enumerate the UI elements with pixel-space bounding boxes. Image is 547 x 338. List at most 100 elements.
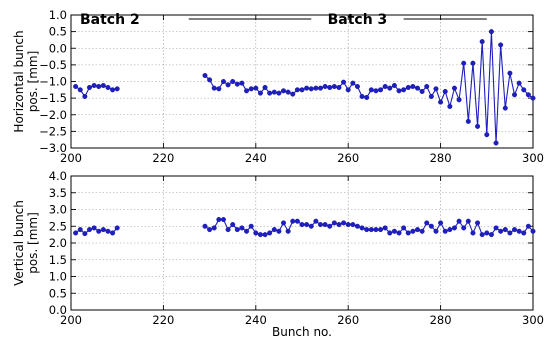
vertical-data-point	[350, 222, 356, 228]
horizontal-data-point	[387, 85, 393, 91]
horizontal-data-point	[110, 87, 116, 93]
vertical-data-point	[502, 227, 508, 233]
batch-3-label: Batch 3	[328, 12, 388, 28]
y-tick-label: 0.5	[49, 286, 67, 300]
vertical-data-point	[281, 220, 287, 226]
horizontal-data-point	[516, 80, 522, 86]
y-tick-label: 2.5	[49, 219, 67, 233]
vertical-data-point	[373, 227, 379, 233]
horizontal-data-point	[308, 86, 314, 92]
vertical-data-point	[488, 232, 494, 238]
horizontal-data-point	[290, 91, 296, 97]
y-tick-label: −1.5	[39, 91, 67, 105]
horizontal-data-point	[382, 83, 388, 89]
horizontal-data-point	[336, 84, 342, 90]
horizontal-data-point	[368, 87, 374, 93]
vertical-data-point	[396, 230, 402, 236]
vertical-data-point	[378, 227, 384, 233]
horizontal-data-point	[447, 103, 453, 109]
vertical-y-axis-label: Vertical bunchpos. [mm]	[12, 200, 40, 286]
y-tick-label: 0.0	[49, 41, 67, 55]
horizontal-data-point	[525, 92, 531, 98]
horizontal-data-point	[396, 88, 402, 94]
horizontal-data-point	[216, 86, 222, 92]
batch-2-label: Batch 2	[80, 12, 140, 28]
horizontal-data-point	[304, 85, 310, 91]
vertical-data-point	[276, 228, 282, 234]
horizontal-data-point	[257, 90, 263, 96]
vertical-data-point	[100, 227, 106, 233]
vertical-data-point	[336, 222, 342, 228]
vertical-data-point	[257, 232, 263, 238]
y-tick-label: 1.5	[49, 253, 67, 267]
vertical-data-point	[387, 230, 393, 236]
vertical-x-axis-label: Bunch no.	[272, 325, 332, 338]
vertical-data-point	[290, 218, 296, 224]
y-tick-label: −2.0	[39, 108, 67, 122]
vertical-data-point	[442, 228, 448, 234]
vertical-panel: 200 220 240 260 280 300 0.0 0.5 1.0 1.5 2.0 2.5 3.0 3…	[12, 169, 544, 338]
vertical-data-point	[382, 225, 388, 231]
horizontal-data-point	[239, 80, 245, 86]
horizontal-data-point	[105, 84, 111, 90]
vertical-data-point	[77, 227, 83, 233]
x-tick-label: 260	[337, 151, 359, 165]
vertical-data-point	[220, 217, 226, 223]
horizontal-data-point	[419, 88, 425, 94]
horizontal-data-point	[114, 86, 120, 92]
vertical-data-point	[110, 230, 116, 236]
vertical-data-point	[294, 218, 300, 224]
vertical-data-point	[433, 228, 439, 234]
x-tick-label: 300	[522, 313, 544, 327]
vertical-data-point	[405, 230, 411, 236]
vertical-data-point	[285, 228, 291, 234]
horizontal-data-point	[378, 87, 384, 93]
horizontal-data-point	[220, 78, 226, 84]
vertical-data-point	[253, 230, 259, 236]
vertical-data-point	[271, 227, 277, 233]
vertical-data-point	[322, 222, 328, 228]
vertical-data-point	[225, 227, 231, 233]
horizontal-data-point	[456, 97, 462, 103]
vertical-data-point	[73, 230, 79, 236]
horizontal-data-point	[341, 79, 347, 85]
horizontal-data-point	[96, 83, 102, 89]
vertical-data-point	[521, 230, 527, 236]
vertical-data-point	[447, 227, 453, 233]
vertical-data-point	[262, 232, 268, 238]
y-tick-label: 1.0	[49, 270, 67, 284]
vertical-data-point	[516, 228, 522, 234]
horizontal-data-point	[451, 85, 457, 91]
vertical-data-point	[299, 222, 305, 228]
horizontal-data-point	[530, 95, 536, 101]
horizontal-data-point	[465, 118, 471, 124]
horizontal-data-point	[322, 83, 328, 89]
horizontal-data-point	[285, 89, 291, 95]
vertical-data-point	[239, 225, 245, 231]
vertical-data-point	[415, 227, 421, 233]
x-tick-label: 220	[152, 313, 174, 327]
horizontal-data-point	[433, 86, 439, 92]
vertical-data-point	[91, 225, 97, 231]
vertical-data-point	[202, 223, 208, 229]
horizontal-data-point	[391, 82, 397, 88]
vertical-data-point	[96, 228, 102, 234]
horizontal-y-axis-label: Horizontal bunchpos. [mm]	[12, 30, 40, 132]
y-tick-label: 3.5	[49, 186, 67, 200]
horizontal-data-point	[207, 77, 213, 83]
horizontal-data-point	[281, 88, 287, 94]
x-tick-label: 240	[245, 313, 267, 327]
y-tick-label: 1.0	[49, 8, 67, 22]
vertical-data-point	[327, 223, 333, 229]
horizontal-data-point	[401, 87, 407, 93]
horizontal-data-point	[248, 86, 254, 92]
vertical-data-point	[331, 220, 337, 226]
vertical-data-point	[368, 227, 374, 233]
horizontal-data-point	[100, 82, 106, 88]
vertical-data-point	[525, 223, 531, 229]
vertical-data-point	[438, 220, 444, 226]
vertical-data-point	[317, 222, 323, 228]
x-tick-label: 200	[60, 151, 82, 165]
vertical-data-point	[456, 218, 462, 224]
horizontal-data-point	[521, 87, 527, 93]
